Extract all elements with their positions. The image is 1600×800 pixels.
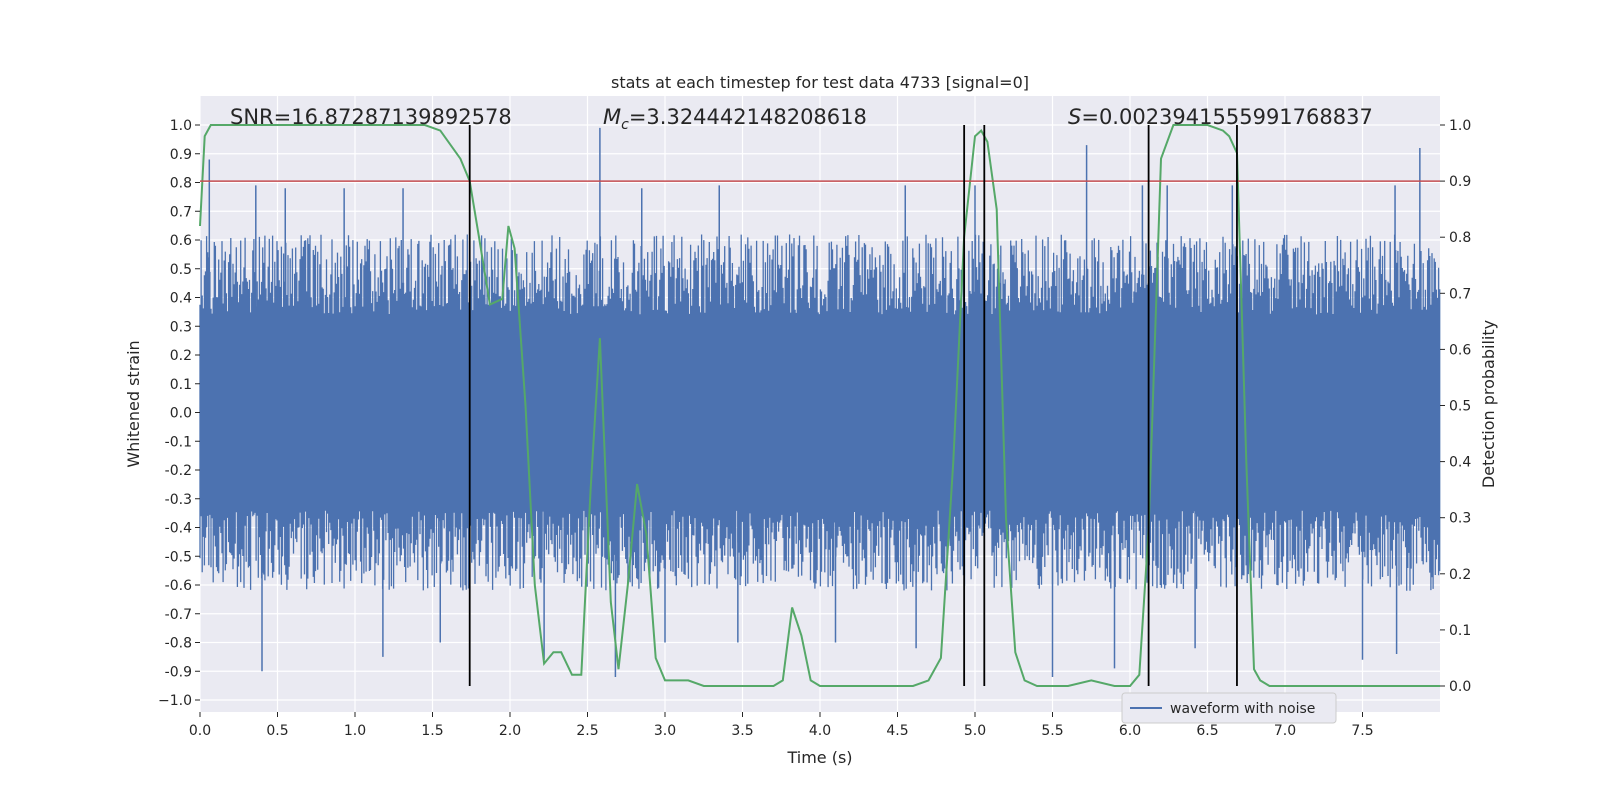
x-tick-label: 3.5 [731,723,753,739]
x-tick-label: 7.0 [1274,723,1296,739]
y-tick-label: -0.1 [165,434,192,450]
y-tick-label: -0.7 [165,607,192,623]
y-tick-label: 0.5 [170,262,192,278]
x-tick-label: 5.0 [964,723,986,739]
y-axis-ticks: 1.0 0.9 0.8 0.7 0.6 0.5 0.4 0.3 0.2 0.1 0.0 -0.1 -0.… [158,118,200,709]
y2-tick-label: 0.6 [1449,342,1471,358]
y2-tick-label: 0.5 [1449,399,1471,415]
y2-tick-label: 0.1 [1449,623,1471,639]
y-axis-label: Whitened strain [124,340,143,467]
legend-label: waveform with noise [1170,701,1315,717]
x-tick-label: 0.5 [266,723,288,739]
y-tick-label: 0.0 [170,406,192,422]
y-tick-label: 0.8 [170,176,192,192]
y-tick-label: 0.1 [170,377,192,393]
waveform-noise-band [199,234,1441,591]
x-tick-label: 6.5 [1196,723,1218,739]
y-tick-label: 0.9 [170,147,192,163]
waveform-series [199,127,1441,677]
y-tick-label: 0.7 [170,204,192,220]
y-tick-label: -0.4 [165,521,192,537]
x-axis-ticks: 0.0 0.5 1.0 1.5 2.0 2.5 3.0 3.5 4.0 4.5 5.0 5.5 6.0 6… [189,712,1374,739]
y-tick-label: −1.0 [158,693,192,709]
x-tick-label: 0.0 [189,723,211,739]
y2-tick-label: 0.9 [1449,174,1471,190]
legend-box [1121,692,1337,724]
y2-tick-label: 0.0 [1449,679,1471,695]
y2-tick-label: 1.0 [1449,118,1471,134]
y-tick-label: -0.5 [165,549,192,565]
x-tick-label: 1.5 [421,723,443,739]
detection-probability-line [199,124,1440,687]
x-tick-label: 4.0 [809,723,831,739]
y2-axis-ticks: 1.0 0.9 0.8 0.7 0.6 0.5 0.4 0.3 0.2 0.1 0.0 [1440,118,1471,695]
x-tick-label: 2.0 [499,723,521,739]
y2-tick-label: 0.7 [1449,286,1471,302]
snr-annotation: SNR=16.87287139892578 [230,105,512,129]
x-axis-label: Time (s) [786,748,852,767]
y2-tick-label: 0.2 [1449,567,1471,583]
x-tick-label: 7.5 [1351,723,1373,739]
chirp-mass-annotation: Mc=3.324442148208618 [603,105,867,133]
y-tick-label: -0.6 [165,578,192,594]
y-tick-label: 0.4 [170,291,192,307]
x-tick-label: 6.0 [1119,723,1141,739]
y-tick-label: 1.0 [170,118,192,134]
y-tick-label: 0.3 [170,319,192,335]
y2-axis-label: Detection probability [1479,320,1498,488]
legend: waveform with noise [1121,692,1337,724]
y-tick-label: 0.2 [170,348,192,364]
y2-tick-label: 0.3 [1449,511,1471,527]
chart-title: stats at each timestep for test data 473… [611,73,1029,92]
y2-tick-label: 0.4 [1449,455,1471,471]
vertical-markers [468,125,1238,686]
y-tick-label: -0.9 [165,664,192,680]
y-tick-label: -0.2 [165,463,192,479]
y-tick-label: 0.6 [170,233,192,249]
x-tick-label: 4.5 [886,723,908,739]
y-tick-label: -0.3 [165,492,192,508]
x-tick-label: 5.5 [1041,723,1063,739]
x-tick-label: 3.0 [654,723,676,739]
y2-tick-label: 0.8 [1449,230,1471,246]
s-statistic-annotation: S=0.0023941555991768837 [1068,105,1373,129]
y-tick-label: -0.8 [165,636,192,652]
x-tick-label: 1.0 [344,723,366,739]
x-tick-label: 2.5 [576,723,598,739]
